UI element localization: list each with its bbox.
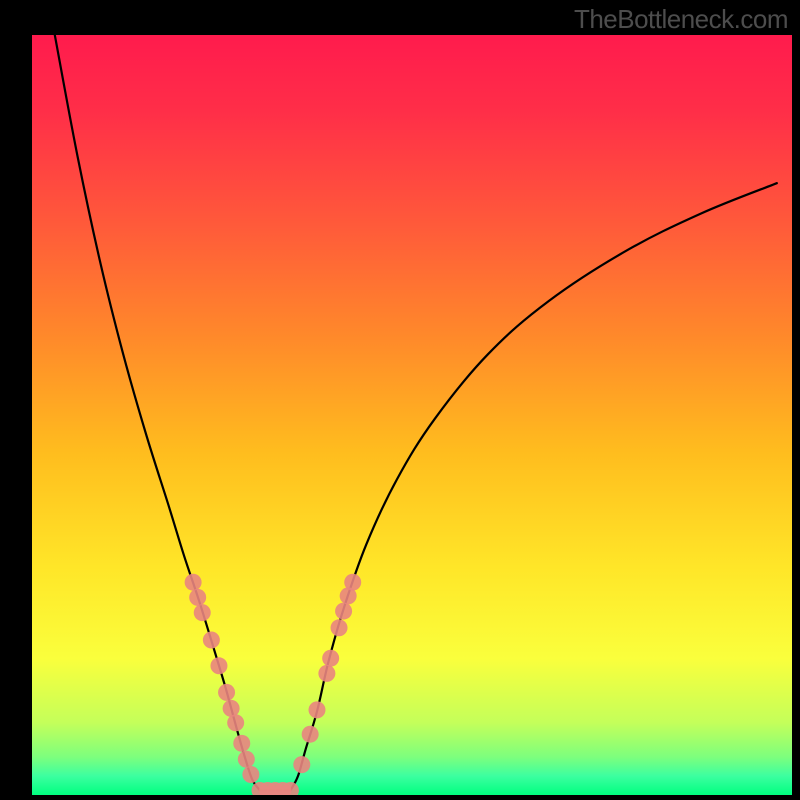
marker-left: [210, 657, 227, 674]
marker-right: [331, 619, 348, 636]
marker-left: [223, 700, 240, 717]
marker-left: [194, 604, 211, 621]
marker-right: [344, 574, 361, 591]
marker-right: [335, 603, 352, 620]
marker-left: [238, 751, 255, 768]
curve-left-branch: [55, 35, 260, 790]
marker-right: [293, 756, 310, 773]
marker-left: [242, 766, 259, 783]
watermark-text: TheBottleneck.com: [574, 4, 788, 35]
marker-left: [227, 714, 244, 731]
curve-right-branch: [290, 183, 776, 790]
chart-root: TheBottleneck.com: [0, 0, 800, 800]
marker-left: [203, 631, 220, 648]
marker-right: [322, 650, 339, 667]
marker-right: [309, 701, 326, 718]
plot-overlay: [32, 35, 792, 795]
marker-left: [233, 735, 250, 752]
marker-left: [218, 684, 235, 701]
marker-right: [318, 665, 335, 682]
marker-left: [189, 589, 206, 606]
plot-frame: [32, 35, 792, 795]
marker-right: [302, 726, 319, 743]
marker-left: [185, 574, 202, 591]
